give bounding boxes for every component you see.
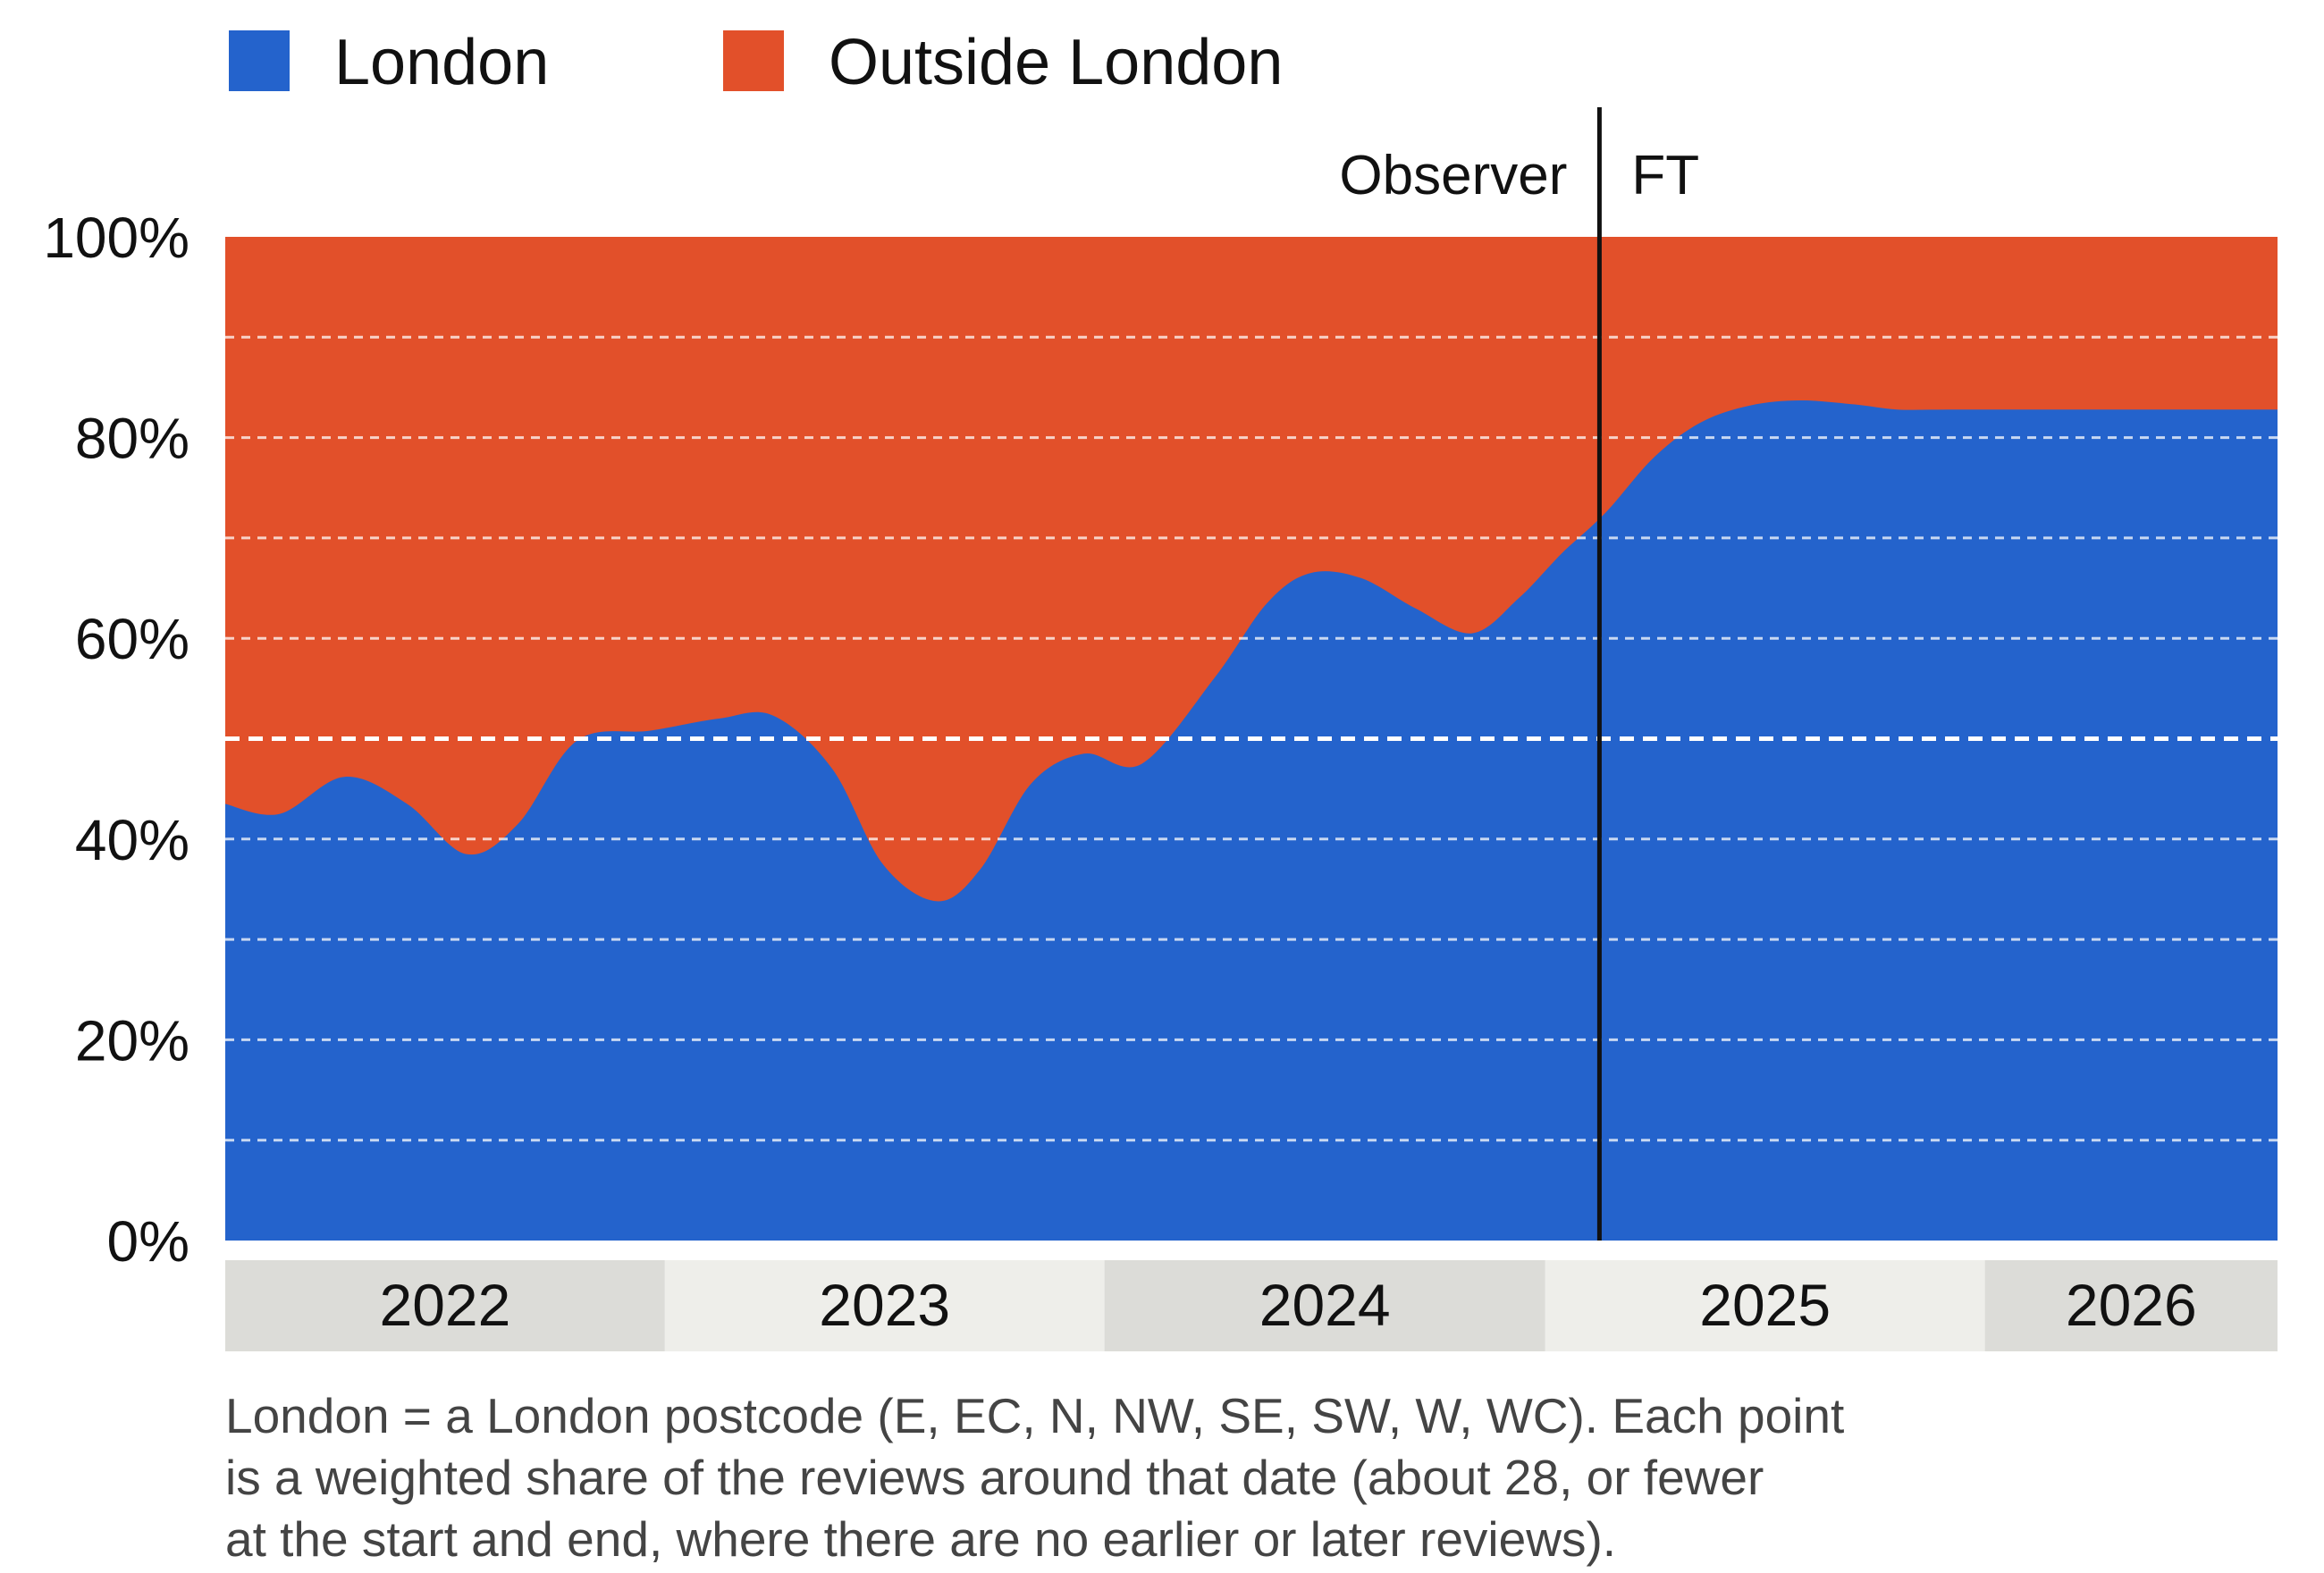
legend-label-outside-london: Outside London <box>829 27 1283 98</box>
area-london <box>225 400 2278 1241</box>
legend-swatch-london <box>229 30 290 91</box>
year-band-2025 <box>1545 1260 1985 1351</box>
legend-label-london: London <box>334 27 549 98</box>
y-tick-label: 0% <box>107 1209 190 1274</box>
year-band-2022 <box>225 1260 665 1351</box>
y-tick-label: 60% <box>75 607 189 671</box>
plot-area <box>225 237 2278 1241</box>
y-tick-label: 40% <box>75 808 189 872</box>
y-axis: 0% 20% 40% 60% 80% 100% <box>43 206 189 1274</box>
year-band-2023 <box>664 1260 1105 1351</box>
y-tick-label: 80% <box>75 407 189 471</box>
footnote-line: at the start and end, where there are no… <box>225 1511 1616 1567</box>
legend: London Outside London <box>229 27 1283 98</box>
footnote: London = a London postcode (E, EC, N, NW… <box>225 1388 1844 1567</box>
year-band-2024 <box>1104 1260 1545 1351</box>
footnote-line: London = a London postcode (E, EC, N, NW… <box>225 1388 1844 1443</box>
annotation-left-label: Observer <box>1339 145 1567 206</box>
annotation: Observer FT <box>1339 107 1699 1241</box>
legend-swatch-outside-london <box>723 30 784 91</box>
y-tick-label: 20% <box>75 1008 189 1072</box>
year-label-2022: 2022 <box>379 1272 510 1338</box>
year-label-2025: 2025 <box>1699 1272 1831 1338</box>
y-tick-label: 100% <box>43 206 189 270</box>
footnote-line: is a weighted share of the reviews aroun… <box>225 1450 1764 1505</box>
year-label-2023: 2023 <box>819 1272 950 1338</box>
annotation-right-label: FT <box>1631 145 1699 206</box>
year-axis: 2022 2023 2024 2025 2026 <box>225 1260 2278 1351</box>
year-band-2026 <box>1984 1260 2278 1351</box>
year-label-2024: 2024 <box>1259 1272 1391 1338</box>
year-label-2026: 2026 <box>2066 1272 2197 1338</box>
